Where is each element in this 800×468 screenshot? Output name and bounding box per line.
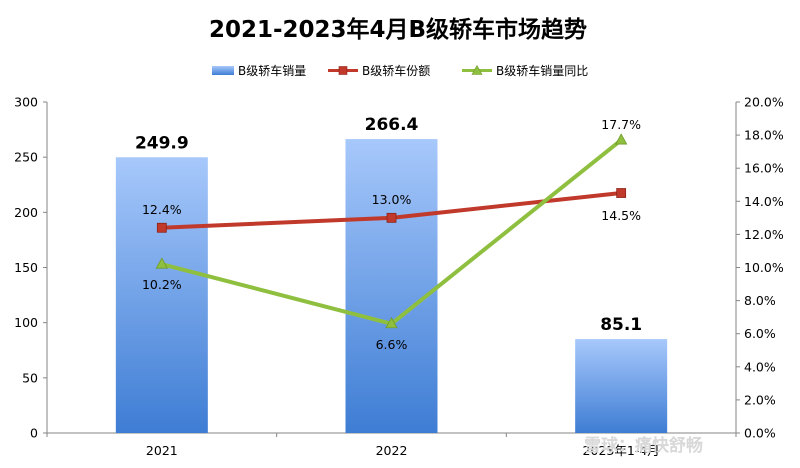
share-point [386, 212, 397, 223]
legend-item-share: B级轿车份额 [328, 63, 430, 78]
bar-value-label: 85.1 [600, 315, 642, 335]
y-right-tick-label: 16.0% [744, 161, 784, 176]
share-value-label: 13.0% [372, 192, 412, 207]
chart-title: 2021-2023年4月B级轿车市场趋势 [209, 16, 587, 43]
legend-label-sales: B级轿车销量 [238, 63, 306, 78]
y-left-tick-label: 50 [22, 370, 38, 385]
x-tick-label: 2022 [376, 443, 408, 458]
bar [575, 339, 668, 433]
x-tick-label: 2021 [146, 443, 178, 458]
y-left-tick-label: 150 [14, 260, 38, 275]
y-right-tick-label: 14.0% [744, 194, 784, 209]
line-series [155, 133, 628, 329]
y-axis-left-ticks: 0 50 100 150 200 250 300 [14, 95, 47, 441]
legend-item-yoy: B级轿车销量同比 [462, 63, 588, 78]
y-right-tick-label: 2.0% [744, 392, 776, 407]
y-right-tick-label: 12.0% [744, 227, 784, 242]
legend-label-yoy: B级轿车销量同比 [496, 63, 588, 78]
yoy-point [385, 316, 398, 329]
y-axis-right-ticks: 0.0% 2.0% 4.0% 6.0% 8.0% 10.0% 12.0% 14.0% 16.0%… [736, 95, 784, 441]
y-left-tick-label: 300 [14, 95, 38, 110]
bar [115, 157, 208, 434]
yoy-point [614, 133, 628, 145]
y-right-tick-label: 0.0% [744, 426, 776, 441]
watermark: 雪球：痛快舒畅 [584, 435, 703, 456]
y-right-tick-label: 18.0% [744, 128, 784, 143]
share-point [156, 222, 167, 233]
bar-value-label: 249.9 [135, 133, 189, 153]
legend-swatch-sales [212, 66, 234, 75]
legend-marker-yoy [471, 64, 483, 75]
y-left-tick-label: 200 [14, 205, 38, 220]
data-labels: 249.9 266.4 85.1 12.4% 13.0% 14.5% 10.2% 6.6% 17… [135, 115, 642, 352]
share-value-label: 14.5% [601, 208, 641, 223]
y-right-tick-label: 8.0% [744, 293, 776, 308]
yoy-value-label: 10.2% [142, 277, 182, 292]
yoy-value-label: 17.7% [601, 117, 641, 132]
legend-item-sales: B级轿车销量 [212, 63, 306, 78]
bar-value-label: 266.4 [365, 115, 419, 135]
share-point [616, 188, 627, 198]
y-right-tick-label: 10.0% [744, 260, 784, 275]
y-left-tick-label: 100 [14, 315, 38, 330]
legend: B级轿车销量 B级轿车份额 B级轿车销量同比 [212, 63, 588, 78]
y-left-tick-label: 250 [14, 150, 38, 165]
bar-series [115, 139, 668, 434]
y-left-tick-label: 0 [30, 426, 38, 441]
y-right-tick-label: 4.0% [744, 359, 776, 374]
yoy-point [155, 257, 169, 269]
legend-label-share: B级轿车份额 [362, 63, 430, 78]
share-value-label: 12.4% [142, 202, 182, 217]
y-right-tick-label: 6.0% [744, 326, 776, 341]
y-right-tick-label: 20.0% [744, 95, 784, 110]
legend-marker-share [338, 66, 348, 75]
bar [345, 139, 438, 433]
x-tick-label: 2023年1-4月 [583, 443, 660, 458]
x-axis-ticks: 2021 2022 2023年1-4月 [46, 433, 737, 458]
yoy-value-label: 6.6% [376, 337, 408, 352]
